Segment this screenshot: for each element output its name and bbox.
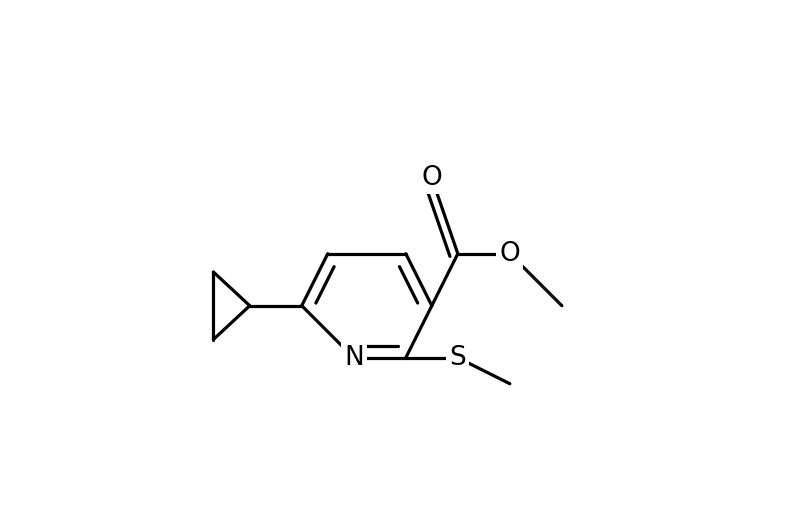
Text: O: O [499, 241, 521, 267]
Text: O: O [421, 165, 443, 191]
Text: N: N [344, 345, 364, 371]
Text: S: S [450, 345, 466, 371]
